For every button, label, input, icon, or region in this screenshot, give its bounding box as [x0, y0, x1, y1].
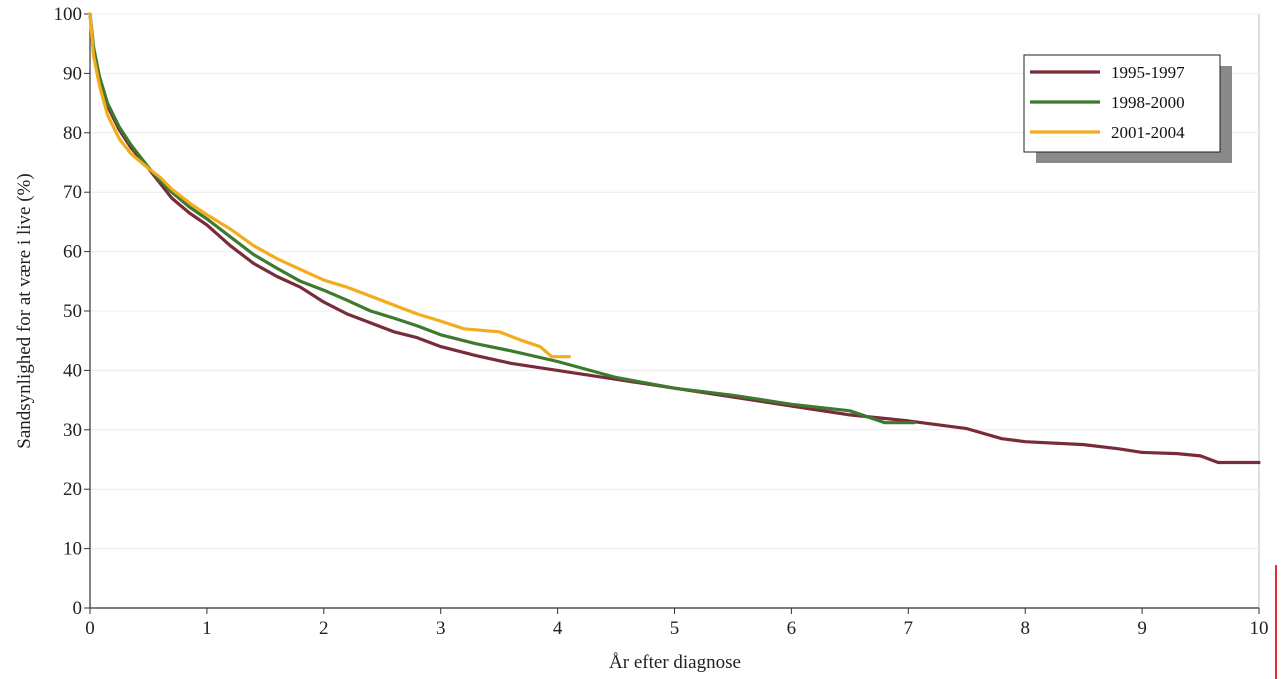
y-tick-label: 60 — [63, 242, 82, 263]
x-tick-label: 5 — [670, 618, 680, 639]
x-tick-label: 2 — [319, 618, 329, 639]
x-ticks: 0 1 2 3 4 5 6 7 8 9 10 — [85, 608, 1269, 639]
x-axis-title: År efter diagnose — [609, 652, 741, 673]
y-tick-label: 30 — [63, 420, 82, 441]
x-tick-label: 9 — [1137, 618, 1147, 639]
x-tick-label: 1 — [202, 618, 212, 639]
x-tick-label: 8 — [1020, 618, 1030, 639]
x-tick-label: 3 — [436, 618, 446, 639]
legend: 1995-1997 1998-2000 2001-2004 — [1023, 54, 1232, 163]
series-line-2001-2004 — [88, 12, 571, 359]
y-tick-label: 20 — [63, 479, 82, 500]
y-tick-label: 90 — [63, 63, 82, 84]
legend-label: 1995-1997 — [1111, 63, 1185, 82]
x-tick-label: 4 — [553, 618, 563, 639]
y-tick-label: 80 — [63, 123, 82, 144]
x-tick-label: 0 — [85, 618, 95, 639]
y-tick-label: 50 — [63, 301, 82, 322]
y-tick-label: 10 — [63, 539, 82, 560]
x-tick-label: 10 — [1250, 618, 1269, 639]
x-tick-label: 6 — [787, 618, 797, 639]
red-edge-mark — [1275, 565, 1277, 679]
y-tick-label: 100 — [54, 4, 83, 25]
series-lines — [88, 12, 1261, 465]
y-tick-label: 0 — [73, 598, 83, 619]
y-ticks: 0 10 20 30 40 50 60 70 80 90 100 — [54, 4, 90, 619]
legend-label: 1998-2000 — [1111, 93, 1185, 112]
y-tick-label: 40 — [63, 360, 82, 381]
y-axis-title: Sandsynlighed for at være i live (%) — [14, 173, 35, 448]
y-tick-label: 70 — [63, 182, 82, 203]
legend-label: 2001-2004 — [1111, 123, 1185, 142]
x-tick-label: 7 — [904, 618, 914, 639]
legend-items: 1995-1997 1998-2000 2001-2004 — [1030, 63, 1185, 142]
series-line-1998-2000 — [88, 12, 916, 425]
